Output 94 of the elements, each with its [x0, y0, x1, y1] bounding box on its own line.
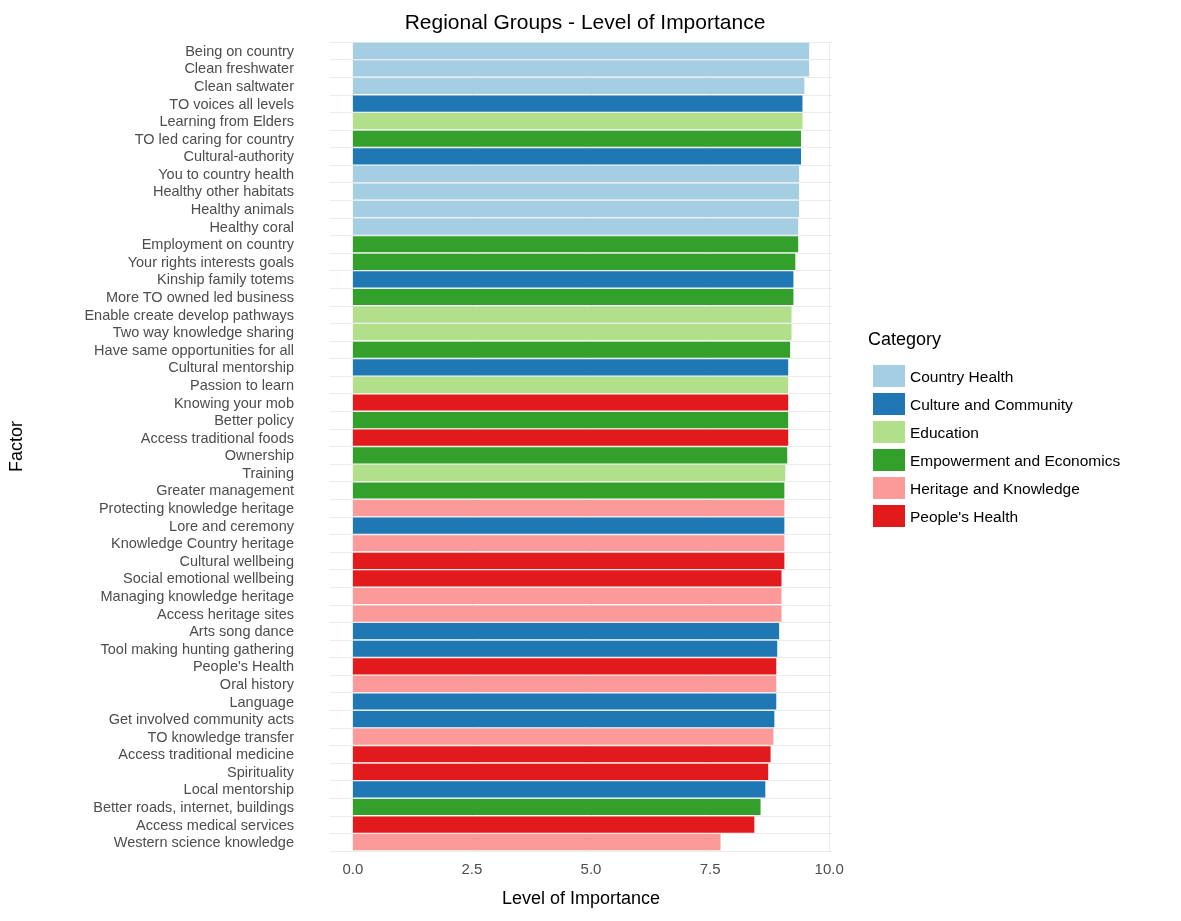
bar [352, 253, 796, 270]
bar [352, 464, 786, 481]
y-tick-label: Arts song dance [189, 623, 294, 640]
y-axis-title: Factor [6, 420, 26, 473]
bar [352, 728, 774, 745]
y-tick-label: Oral history [219, 675, 295, 692]
y-tick-label: Greater management [156, 482, 294, 499]
y-tick-label: Healthy animals [190, 201, 294, 218]
bar [352, 798, 761, 816]
bar [352, 675, 777, 693]
bar [352, 623, 780, 640]
bar [352, 412, 789, 429]
x-tick-label: 5.0 [580, 860, 602, 877]
bar [352, 394, 789, 411]
bar [352, 95, 803, 112]
bar [352, 130, 802, 147]
x-axis-title: Level of Importance [501, 888, 661, 908]
y-tick-label: You to country health [158, 165, 294, 182]
y-tick-label: Kinship family totems [157, 271, 294, 288]
y-tick-label: Healthy coral [209, 218, 294, 235]
y-tick-label: Cultural wellbeing [179, 552, 294, 569]
y-tick-label: Have same opportunities for all [94, 341, 294, 358]
y-tick-label: TO led caring for country [134, 130, 295, 147]
bar [352, 359, 789, 376]
y-tick-label: Language [229, 693, 294, 710]
bar [352, 499, 785, 517]
y-tick-label: Access heritage sites [156, 605, 294, 622]
y-tick-label: Being on country [185, 42, 295, 59]
y-tick-label: People's Health [192, 658, 294, 675]
y-tick-label: Access medical services [136, 816, 294, 833]
bar [352, 218, 799, 235]
y-tick-label: Lore and ceremony [169, 517, 295, 534]
y-tick-label: Better roads, internet, buildings [93, 799, 294, 816]
x-tick-label: 2.5 [461, 860, 483, 877]
y-tick-label: Knowledge Country heritage [111, 535, 294, 552]
y-tick-label: Local mentorship [183, 781, 294, 798]
y-tick-label: Get involved community acts [108, 711, 294, 728]
y-tick-label: Cultural mentorship [168, 359, 294, 376]
bar [352, 376, 789, 394]
y-tick-label: Managing knowledge heritage [100, 587, 294, 604]
bar [352, 535, 785, 552]
legend-title: Category [868, 329, 942, 349]
bar [352, 763, 769, 780]
legend-label: Culture and Community [910, 395, 1074, 413]
bar [352, 271, 794, 288]
bar [352, 781, 766, 798]
y-tick-label: Social emotional wellbeing [123, 570, 294, 587]
y-tick-label: Better policy [214, 412, 295, 429]
bar [352, 447, 788, 464]
bar [352, 640, 778, 657]
x-tick-label: 0.0 [342, 860, 364, 877]
bar [352, 482, 785, 499]
legend-label: Empowerment and Economics [910, 451, 1121, 469]
bar [352, 816, 755, 833]
y-tick-label: Spirituality [227, 763, 295, 780]
y-tick-label: Knowing your mob [173, 394, 294, 411]
legend-label: People's Health [910, 507, 1019, 525]
y-tick-label: Access traditional foods [140, 429, 294, 446]
bar [352, 341, 791, 358]
y-tick-label: Clean freshwater [184, 60, 295, 77]
chart-title: Regional Groups - Level of Importance [404, 10, 766, 33]
y-tick-label: Two way knowledge sharing [112, 324, 294, 341]
y-tick-label: Clean saltwater [194, 77, 295, 94]
bar [352, 658, 777, 675]
y-tick-label: Training [242, 464, 294, 481]
y-tick-label: Your rights interests goals [127, 253, 294, 270]
y-tick-label: Passion to learn [190, 376, 294, 393]
y-tick-label: Enable create develop pathways [84, 306, 294, 323]
legend-label: Country Health [910, 367, 1014, 385]
legend-label: Heritage and Knowledge [910, 479, 1080, 497]
bar [352, 236, 799, 253]
x-tick-label: 7.5 [699, 860, 721, 877]
bar [352, 148, 802, 165]
bar [352, 113, 803, 130]
bar [352, 77, 805, 95]
y-tick-label: Western science knowledge [113, 834, 294, 851]
y-tick-label: Ownership [224, 447, 294, 464]
bar [352, 834, 721, 851]
bar [352, 517, 785, 534]
y-tick-label: TO voices all levels [169, 95, 294, 112]
bar [352, 288, 794, 306]
y-tick-label: Access traditional medicine [118, 746, 294, 763]
y-tick-label: Healthy other habitats [152, 183, 294, 200]
y-tick-label: TO knowledge transfer [147, 728, 295, 745]
y-tick-label: Cultural-authority [183, 148, 295, 165]
x-tick-label: 10.0 [814, 860, 844, 877]
bar [352, 746, 771, 763]
y-tick-label: Learning from Elders [159, 113, 294, 130]
legend-label: Education [910, 423, 979, 441]
y-tick-label: More TO owned led business [105, 289, 294, 306]
bar [352, 429, 789, 446]
y-tick-label: Protecting knowledge heritage [98, 500, 294, 517]
y-tick-label: Tool making hunting gathering [100, 640, 294, 657]
y-tick-label: Employment on country [141, 236, 295, 253]
